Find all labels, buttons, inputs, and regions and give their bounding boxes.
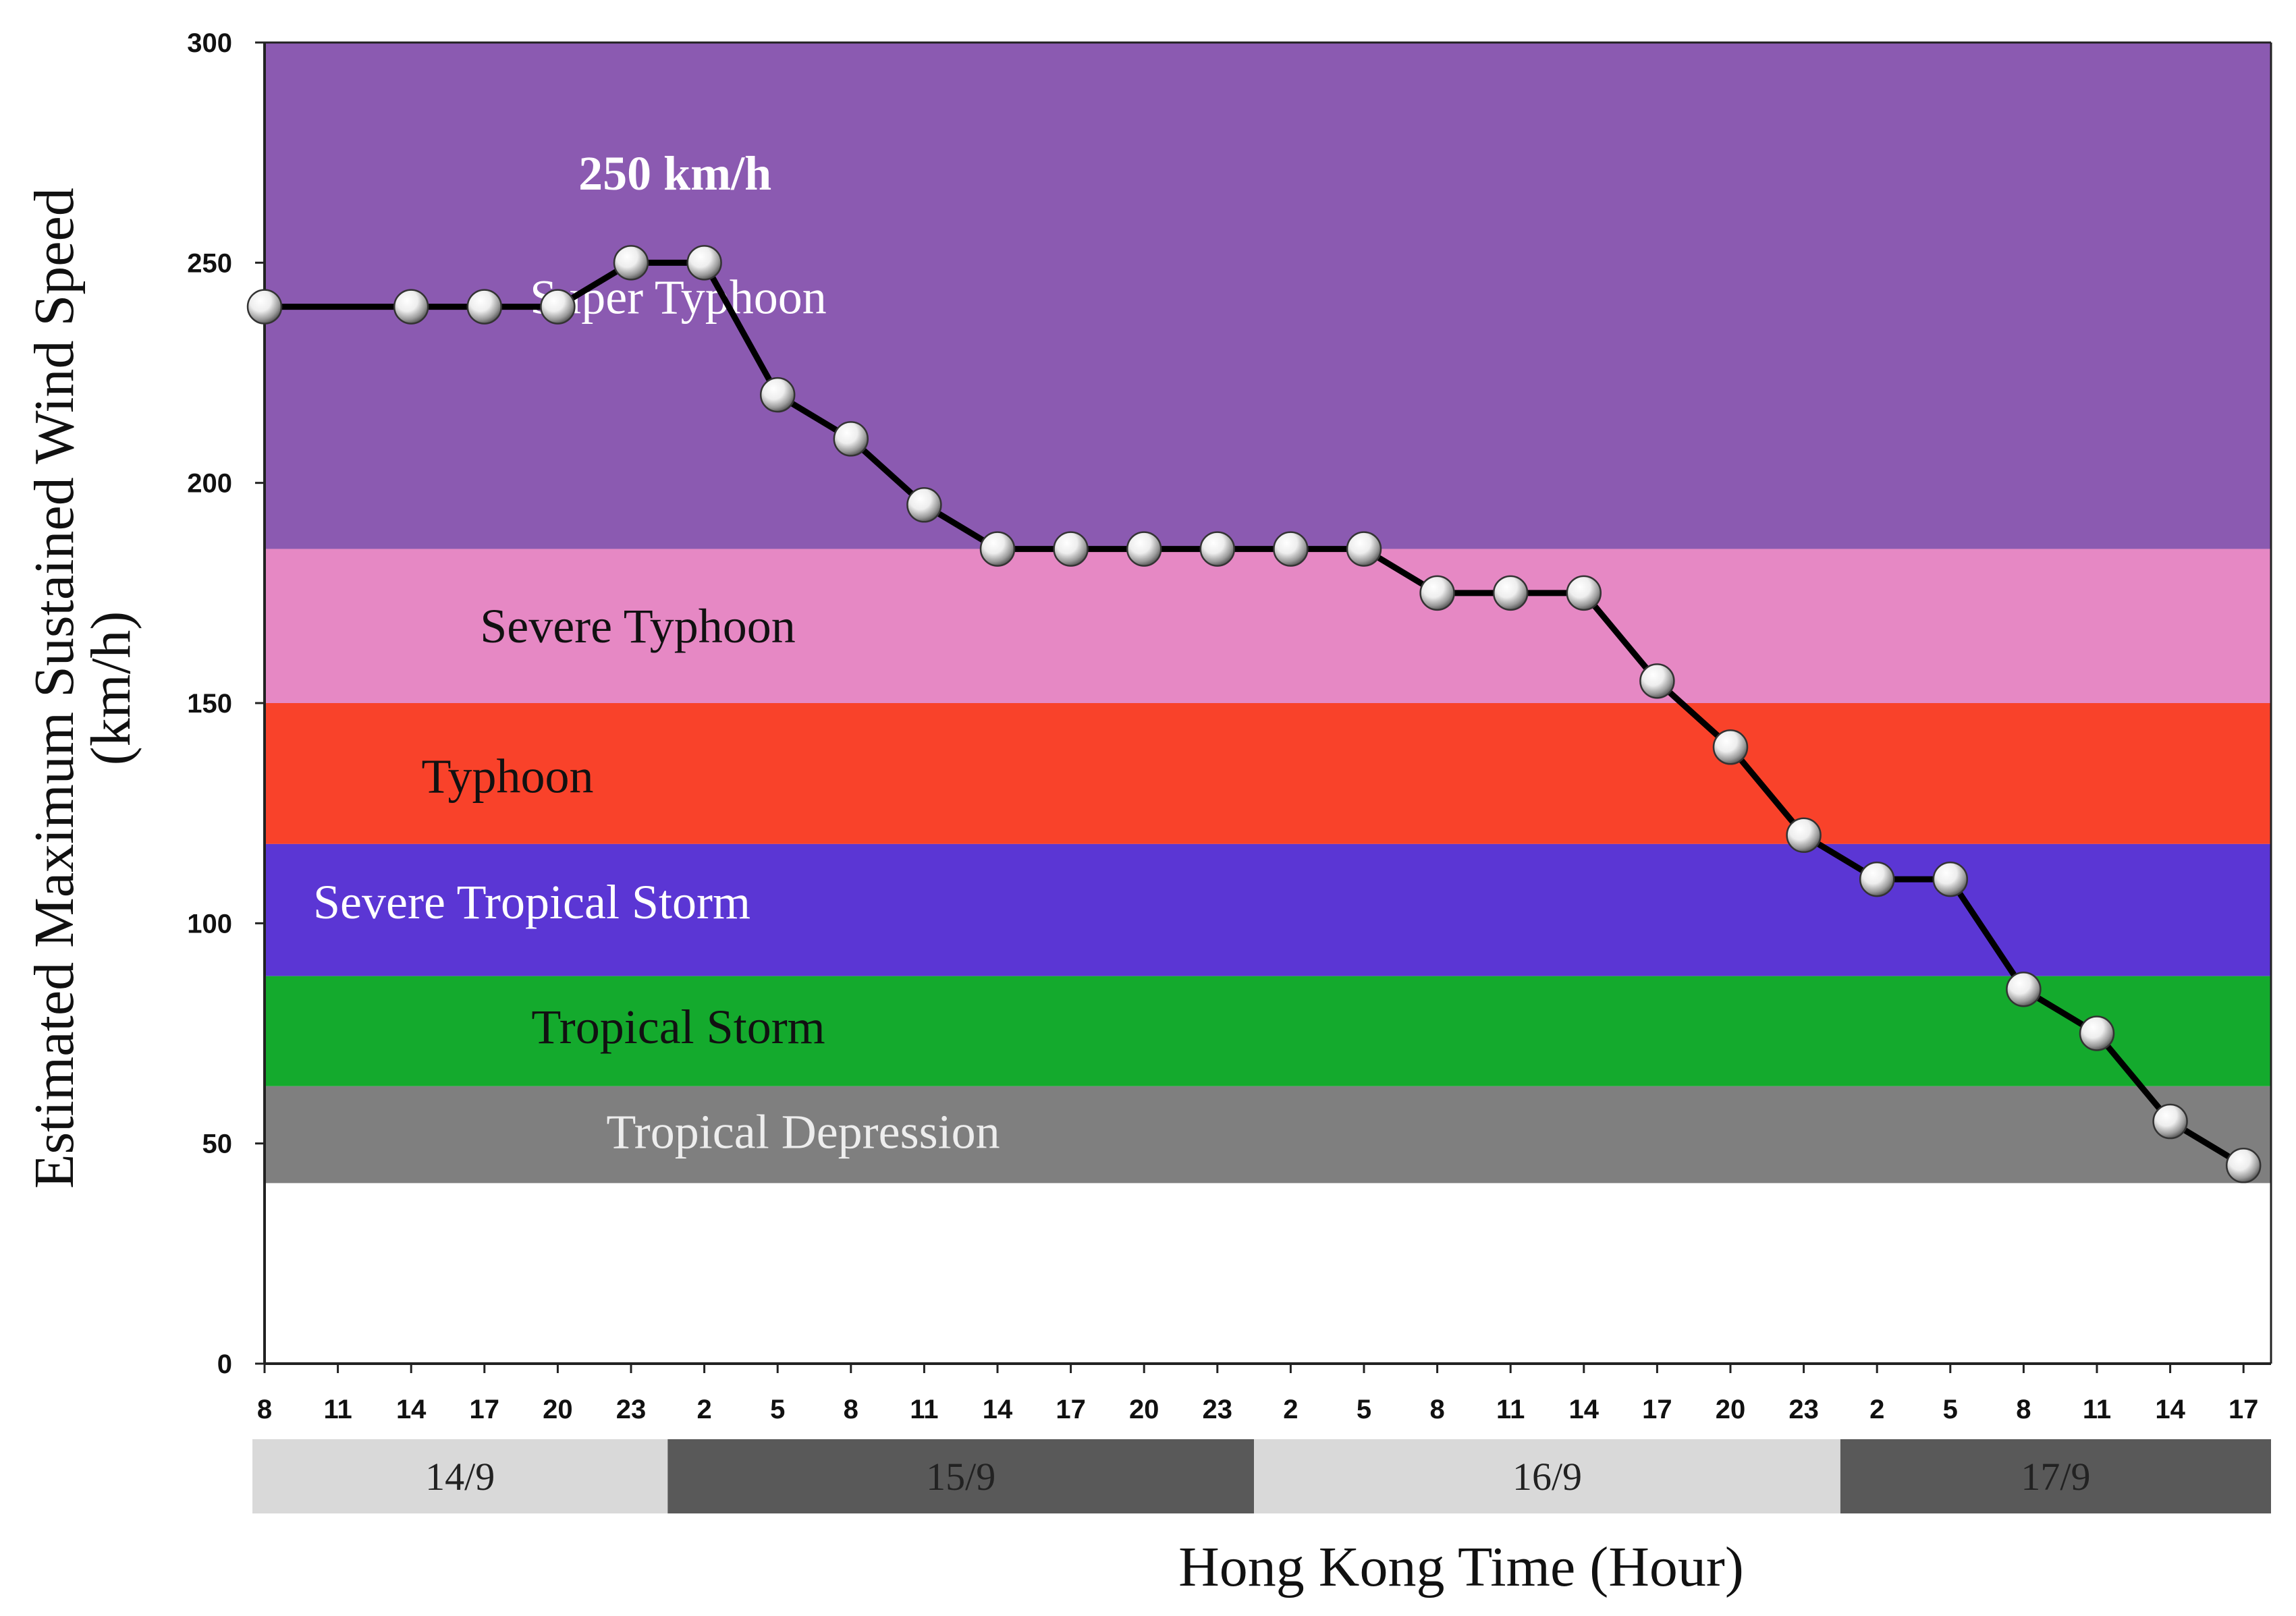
data-point	[393, 289, 429, 325]
x-tick-label: 20	[1716, 1395, 1746, 1424]
data-point	[1199, 531, 1236, 567]
date-label: 15/9	[926, 1455, 995, 1499]
date-band	[667, 1439, 1255, 1513]
x-tick-label: 11	[1496, 1395, 1525, 1424]
x-tick-label: 2	[1869, 1395, 1884, 1424]
band-super-typhoon	[265, 43, 2271, 549]
x-tick-label: 23	[616, 1395, 647, 1424]
x-tick-label: 2	[1283, 1395, 1298, 1424]
x-tick-labels: 8 11 14 17 20 23 2 5 8 11 14 17 20 23 2 5 8 11 14 17 20 23 2 5 8…	[257, 1364, 2259, 1424]
x-tick-label: 8	[844, 1395, 858, 1424]
data-point	[1346, 531, 1382, 567]
x-tick-label: 23	[1203, 1395, 1233, 1424]
y-tick-label: 100	[187, 909, 232, 939]
x-tick-label: 23	[1788, 1395, 1819, 1424]
x-tick-label: 8	[257, 1395, 272, 1424]
band-tropical-storm	[265, 976, 2271, 1086]
x-tick-label: 14	[983, 1395, 1013, 1424]
peak-annotation: 250 km/h	[578, 146, 771, 200]
x-tick-label: 17	[1056, 1395, 1086, 1424]
x-tick-label: 5	[770, 1395, 785, 1424]
band-label-severe-typhoon: Severe Typhoon	[480, 599, 796, 653]
x-tick-label: 17	[2229, 1395, 2259, 1424]
data-point	[833, 421, 869, 457]
x-tick-label: 2	[696, 1395, 711, 1424]
band-label-tropical-storm: Tropical Storm	[531, 1000, 825, 1054]
data-point	[466, 289, 503, 325]
band-severe-tropical-storm	[265, 843, 2271, 976]
data-point	[1126, 531, 1162, 567]
date-label: 16/9	[1512, 1455, 1582, 1499]
data-point	[1859, 861, 1895, 897]
x-tick-label: 17	[1642, 1395, 1672, 1424]
x-axis-title: Hong Kong Time (Hour)	[1178, 1536, 1744, 1598]
y-tick-label: 200	[187, 469, 232, 499]
date-bar: 14/9 15/9 16/9 17/9	[252, 1439, 2271, 1513]
x-tick-label: 17	[470, 1395, 500, 1424]
data-point	[1932, 861, 1969, 897]
x-tick-label: 11	[2083, 1395, 2111, 1424]
band-label-tropical-depression: Tropical Depression	[606, 1105, 1000, 1159]
x-tick-label: 5	[1357, 1395, 1371, 1424]
data-point	[540, 289, 576, 325]
data-point	[1639, 663, 1675, 699]
data-point	[2225, 1148, 2262, 1183]
data-point	[979, 531, 1016, 567]
date-band	[1840, 1439, 2271, 1513]
y-axis-title-unit: (km/h)	[80, 611, 142, 766]
x-tick-label: 11	[910, 1395, 938, 1424]
data-point	[1786, 817, 1822, 854]
data-point	[246, 289, 283, 325]
data-point	[1492, 575, 1529, 611]
y-tick-label: 50	[202, 1130, 233, 1159]
x-tick-label: 14	[396, 1395, 427, 1424]
wind-speed-points	[246, 245, 2262, 1183]
band-label-typhoon: Typhoon	[422, 749, 594, 803]
band-tropical-depression	[265, 1086, 2271, 1183]
y-tick-labels: 0 50 100 150 200 250 300	[187, 28, 265, 1379]
data-point	[1053, 531, 1089, 567]
band-label-severe-tropical-storm: Severe Tropical Storm	[313, 875, 750, 929]
y-tick-label: 300	[187, 28, 232, 58]
data-point	[1419, 575, 1455, 611]
y-tick-label: 250	[187, 248, 232, 278]
x-tick-label: 14	[1569, 1395, 1600, 1424]
data-point	[2079, 1015, 2115, 1051]
date-label: 17/9	[2021, 1455, 2090, 1499]
band-severe-typhoon	[265, 549, 2271, 703]
band-typhoon	[265, 703, 2271, 844]
x-tick-label: 14	[2155, 1395, 2185, 1424]
y-tick-label: 150	[187, 689, 232, 719]
data-point	[1566, 575, 1602, 611]
data-point	[2006, 971, 2042, 1007]
annotations: 250 km/h	[578, 146, 771, 200]
x-tick-label: 8	[1429, 1395, 1444, 1424]
x-tick-label: 5	[1943, 1395, 1958, 1424]
x-tick-label: 11	[323, 1395, 352, 1424]
data-point	[759, 377, 796, 413]
data-point	[613, 245, 649, 281]
date-label: 14/9	[425, 1455, 495, 1499]
x-tick-label: 20	[543, 1395, 573, 1424]
x-tick-label: 20	[1129, 1395, 1159, 1424]
date-band	[252, 1439, 668, 1513]
date-band	[1254, 1439, 1840, 1513]
data-point	[686, 245, 722, 281]
data-point	[1712, 729, 1749, 765]
y-axis-title: Estimated Maximum Sustained Wind Speed	[23, 188, 86, 1189]
data-point	[906, 487, 942, 523]
x-tick-label: 8	[2016, 1395, 2031, 1424]
y-tick-label: 0	[217, 1349, 232, 1379]
data-point	[2152, 1103, 2188, 1140]
data-point	[1273, 531, 1309, 567]
